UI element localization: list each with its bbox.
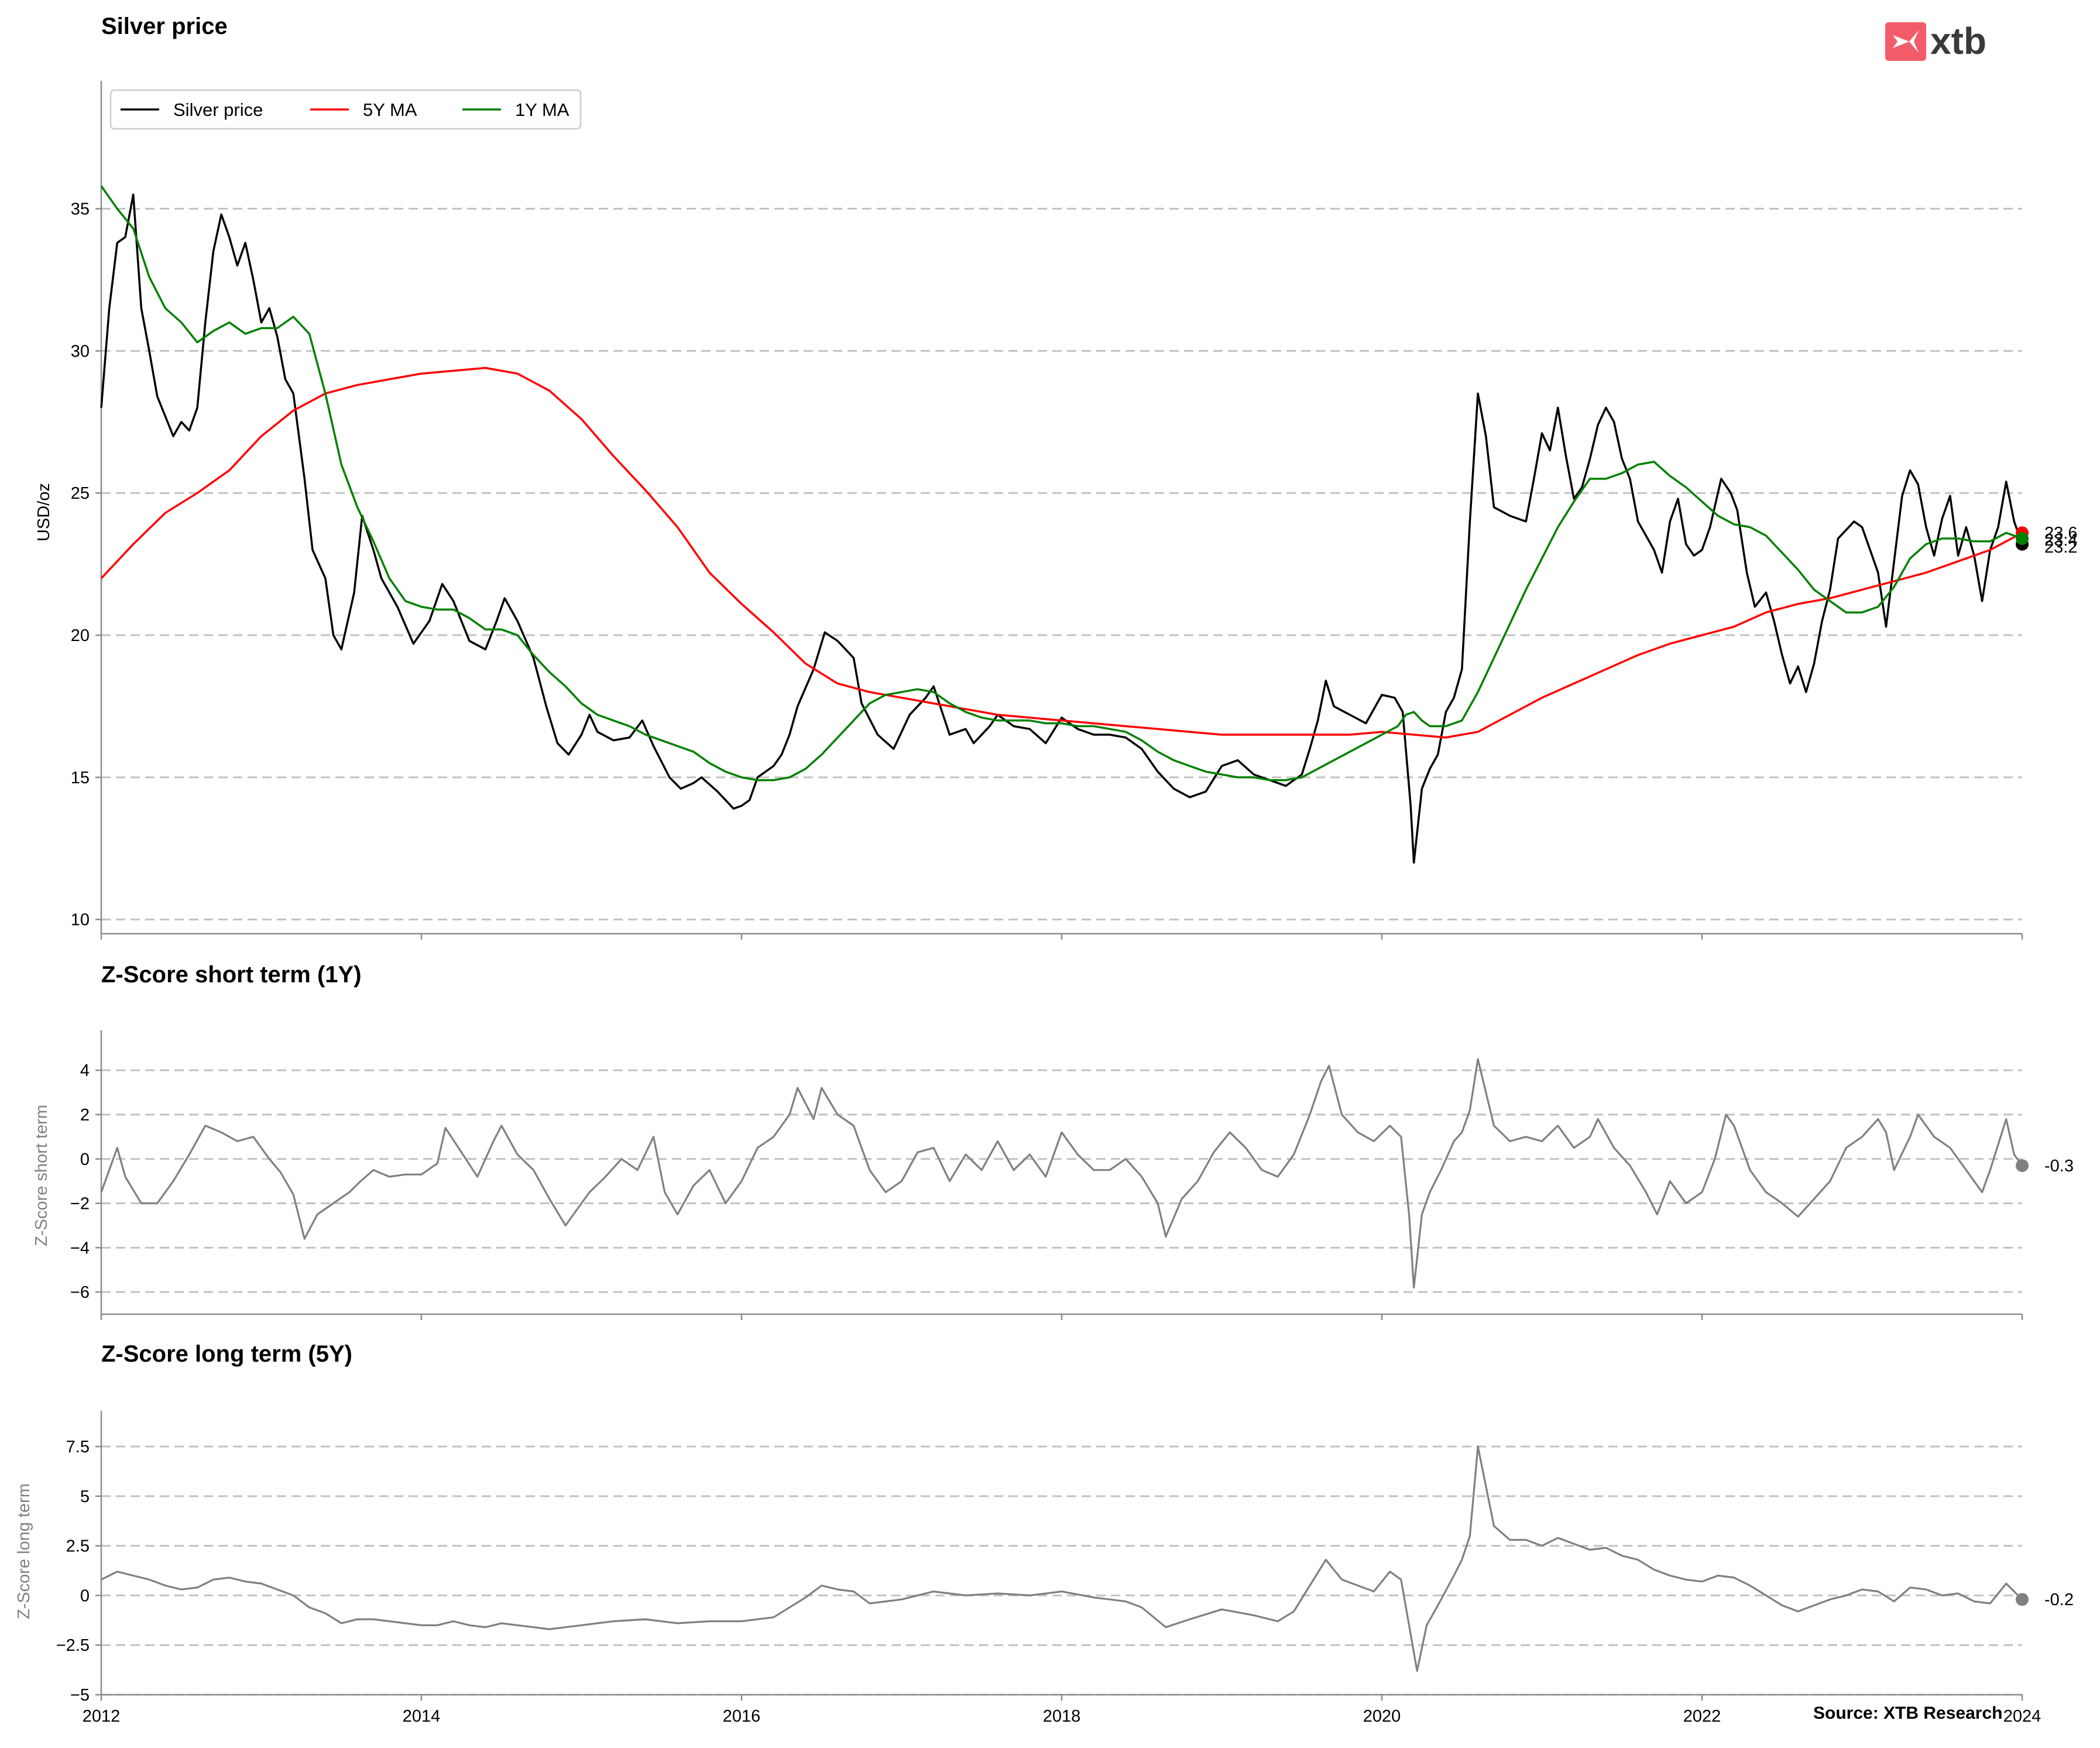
xtb-logo-x-icon xyxy=(1893,30,1919,53)
y-axis-label: Z-Score long term xyxy=(15,1483,33,1619)
y-axis-label: USD/oz xyxy=(35,483,53,541)
axes xyxy=(100,1030,2022,1315)
y-tick-label: −4 xyxy=(70,1239,90,1257)
series-end-label: -0.3 xyxy=(2044,1157,2074,1175)
series-end-marker xyxy=(2016,532,2029,545)
x-ticks xyxy=(100,1695,2023,1701)
x-tick-labels: 2012 2014 2016 2018 2020 2022 2024 xyxy=(83,1707,2041,1726)
y-tick-label: 0 xyxy=(80,1150,90,1169)
series-lines xyxy=(100,185,2029,864)
y-tick-label: 4 xyxy=(80,1061,90,1080)
legend-label-5y-ma: 5Y MA xyxy=(363,100,417,120)
x-tick-label: 2022 xyxy=(1683,1707,1721,1726)
y-tick-label: −2 xyxy=(70,1195,90,1214)
series-line-5y-ma xyxy=(100,366,2023,739)
panel-zscore-long-term: Z-Score long term (5Y) −5 −2.5 0 2.5 5 7.5 20… xyxy=(15,1341,2074,1726)
legend: Silver price 5Y MA 1Y MA xyxy=(109,89,582,130)
series-end-label: 23.6 xyxy=(2044,524,2077,543)
end-labels: 23.623.423.2 xyxy=(2044,524,2077,557)
series-end-marker xyxy=(2016,1593,2029,1606)
y-gridlines xyxy=(101,1069,2022,1293)
y-tick-label: 2.5 xyxy=(66,1537,90,1556)
panel-title: Z-Score short term (1Y) xyxy=(101,962,362,988)
end-labels: -0.3 xyxy=(2044,1157,2074,1175)
series-end-marker xyxy=(2016,1159,2029,1173)
panel-title: Silver price xyxy=(101,13,228,39)
y-ticks: −5 −2.5 0 2.5 5 7.5 xyxy=(56,1438,101,1705)
series-end-label: 23.2 xyxy=(2044,538,2077,557)
x-ticks xyxy=(100,934,2023,940)
x-tick-label: 2016 xyxy=(723,1707,761,1726)
y-ticks: 10 15 20 25 30 35 xyxy=(71,200,101,930)
x-tick-label: 2024 xyxy=(2003,1707,2041,1726)
y-tick-label: −5 xyxy=(70,1686,90,1705)
y-tick-label: −6 xyxy=(70,1283,90,1302)
y-tick-label: 2 xyxy=(80,1106,90,1125)
legend-label-1y-ma: 1Y MA xyxy=(515,100,569,120)
axes xyxy=(100,81,2022,935)
panel-zscore-short-term: Z-Score short term (1Y) −6 −4 −2 0 2 4 -0.3 Z… xyxy=(32,962,2074,1320)
series-end-label: 23.4 xyxy=(2044,531,2077,550)
x-tick-label: 2012 xyxy=(83,1707,121,1726)
series-line-zscore xyxy=(100,1058,2023,1289)
series-line-zscore xyxy=(101,1445,2023,1672)
y-tick-label: 7.5 xyxy=(66,1438,90,1456)
axes xyxy=(100,1411,2022,1696)
xtb-logo: xtb xyxy=(1885,20,1986,62)
y-ticks: −6 −4 −2 0 2 4 xyxy=(70,1061,101,1302)
y-tick-label: 35 xyxy=(71,200,90,219)
y-tick-label: 30 xyxy=(71,342,90,361)
series-lines xyxy=(100,1058,2029,1289)
legend-label-silver-price: Silver price xyxy=(173,100,263,120)
series-lines xyxy=(101,1445,2029,1672)
x-tick-label: 2020 xyxy=(1363,1707,1401,1726)
y-tick-label: −2.5 xyxy=(56,1636,90,1655)
series-line-1y-ma xyxy=(100,185,2023,782)
end-labels: -0.2 xyxy=(2044,1591,2074,1609)
x-tick-label: 2014 xyxy=(403,1707,441,1726)
source-note: Source: XTB Research xyxy=(1813,1704,2002,1723)
xtb-logo-text: xtb xyxy=(1930,20,1986,62)
y-axis-label: Z-Score short term xyxy=(32,1105,51,1246)
x-ticks xyxy=(100,1314,2023,1320)
y-tick-label: 25 xyxy=(71,484,90,503)
panel-silver-price: Silver price 10 15 20 25 30 35 23.623.423.2 U… xyxy=(35,13,2077,940)
series-end-label: -0.2 xyxy=(2044,1591,2074,1609)
y-tick-label: 0 xyxy=(80,1586,90,1605)
y-tick-label: 20 xyxy=(71,626,90,645)
y-tick-label: 15 xyxy=(71,769,90,787)
y-tick-label: 10 xyxy=(71,911,90,930)
panel-title: Z-Score long term (5Y) xyxy=(101,1341,352,1367)
y-tick-label: 5 xyxy=(80,1487,90,1506)
x-tick-label: 2018 xyxy=(1043,1707,1081,1726)
